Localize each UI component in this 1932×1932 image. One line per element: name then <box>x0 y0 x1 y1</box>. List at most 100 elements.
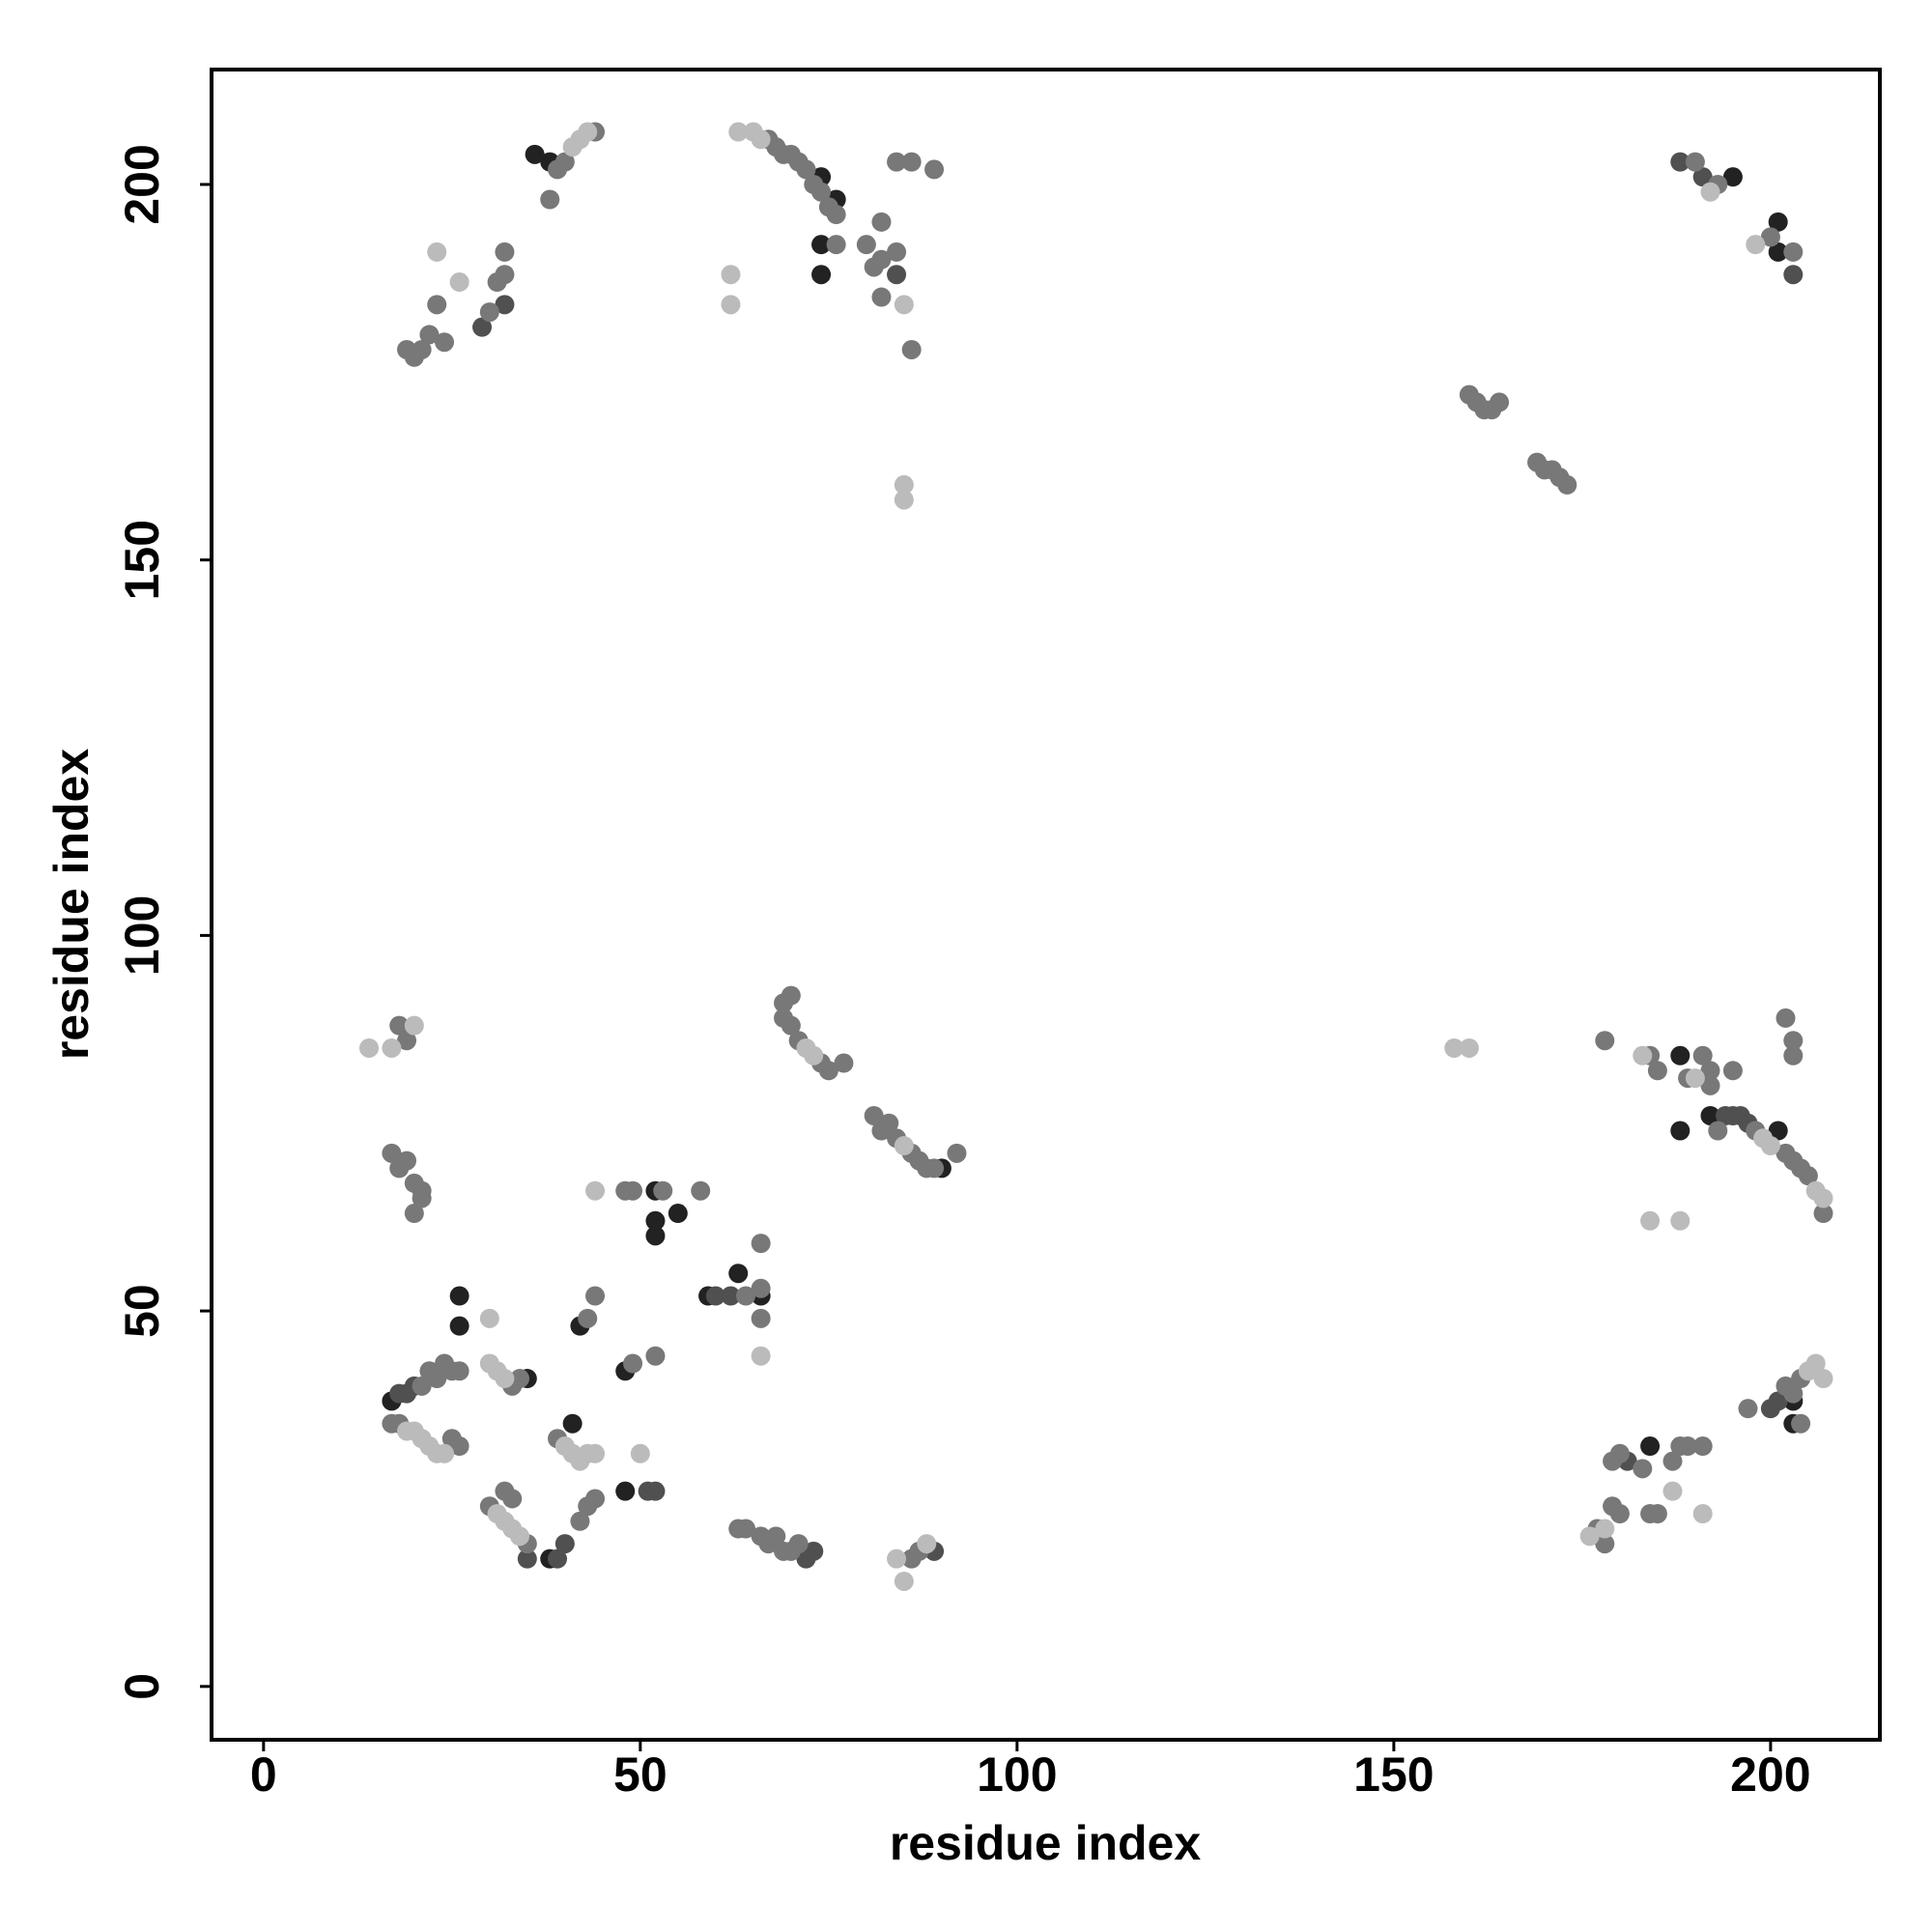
point <box>1670 1210 1690 1231</box>
point <box>1670 1121 1690 1141</box>
y-tick-label: 150 <box>115 520 169 600</box>
point <box>705 1286 725 1306</box>
point <box>811 182 832 202</box>
point <box>917 1534 937 1554</box>
point <box>419 325 440 345</box>
point <box>871 287 892 307</box>
y-axis-label: residue index <box>44 749 99 1061</box>
point <box>1662 1481 1683 1501</box>
point <box>548 1548 568 1569</box>
point <box>924 1158 945 1179</box>
point <box>1783 1031 1804 1051</box>
point <box>1783 265 1804 285</box>
point <box>495 295 515 315</box>
point <box>397 1151 417 1171</box>
x-tick-label: 200 <box>1730 1747 1810 1802</box>
point <box>818 1061 838 1081</box>
point <box>856 235 876 255</box>
point <box>691 1180 711 1201</box>
y-tick-label: 50 <box>115 1284 169 1338</box>
point <box>1692 1503 1713 1523</box>
point <box>1595 1031 1615 1051</box>
point <box>826 235 846 255</box>
point <box>781 1015 801 1036</box>
point <box>894 295 914 315</box>
point <box>811 265 832 285</box>
point <box>1700 1061 1720 1081</box>
point <box>1805 1353 1826 1374</box>
point <box>495 242 515 262</box>
point <box>1768 1391 1788 1411</box>
point <box>1595 1534 1615 1554</box>
point <box>1813 1204 1833 1224</box>
point <box>404 1204 424 1224</box>
point <box>427 1369 447 1389</box>
point <box>412 1376 432 1396</box>
point <box>781 985 801 1006</box>
point <box>1760 227 1780 247</box>
point <box>879 1113 899 1133</box>
point <box>1640 1436 1661 1457</box>
point <box>894 1136 914 1156</box>
point <box>1783 242 1804 262</box>
point <box>1768 212 1788 232</box>
point <box>1692 167 1713 187</box>
point <box>887 265 907 285</box>
point <box>901 339 922 359</box>
point <box>1633 1045 1653 1065</box>
point <box>585 1286 606 1306</box>
point <box>645 1210 666 1231</box>
point <box>1609 1503 1630 1523</box>
point <box>359 1037 380 1058</box>
point <box>382 1143 402 1163</box>
point <box>1722 167 1743 187</box>
point <box>630 1443 650 1463</box>
point <box>510 1526 530 1547</box>
point <box>1813 1369 1833 1389</box>
point <box>435 1443 455 1463</box>
point <box>668 1204 688 1224</box>
x-axis-label: residue index <box>890 1816 1202 1870</box>
x-tick-label: 0 <box>250 1747 277 1802</box>
point <box>1595 1519 1615 1539</box>
point <box>721 265 741 285</box>
point <box>1459 1037 1479 1058</box>
point <box>751 1308 771 1328</box>
point <box>1670 152 1690 172</box>
point <box>389 1015 410 1036</box>
point <box>796 1548 816 1569</box>
x-tick-label: 100 <box>977 1747 1057 1802</box>
point <box>449 1436 469 1457</box>
point <box>449 1286 469 1306</box>
point <box>449 272 469 293</box>
plot-frame <box>210 68 1882 1742</box>
point <box>887 242 907 262</box>
point <box>788 1534 809 1554</box>
x-tick-label: 150 <box>1353 1747 1434 1802</box>
point <box>1700 1075 1720 1095</box>
point <box>1647 1503 1667 1523</box>
point <box>1798 1166 1818 1186</box>
point <box>887 1548 907 1569</box>
point <box>382 1037 402 1058</box>
point <box>1490 392 1510 412</box>
point <box>887 152 907 172</box>
point <box>894 490 914 510</box>
point <box>728 1264 749 1284</box>
point <box>751 1234 771 1254</box>
point <box>894 1571 914 1591</box>
point <box>1760 1136 1780 1156</box>
point <box>721 295 741 315</box>
point <box>645 1346 666 1366</box>
point <box>1662 1451 1683 1471</box>
point <box>811 235 832 255</box>
point <box>1783 1383 1804 1404</box>
point <box>562 1413 582 1434</box>
point <box>427 242 447 262</box>
point <box>554 1534 575 1554</box>
point <box>645 1226 666 1246</box>
y-tick-label: 200 <box>115 144 169 224</box>
point <box>901 152 922 172</box>
point <box>397 1031 417 1051</box>
